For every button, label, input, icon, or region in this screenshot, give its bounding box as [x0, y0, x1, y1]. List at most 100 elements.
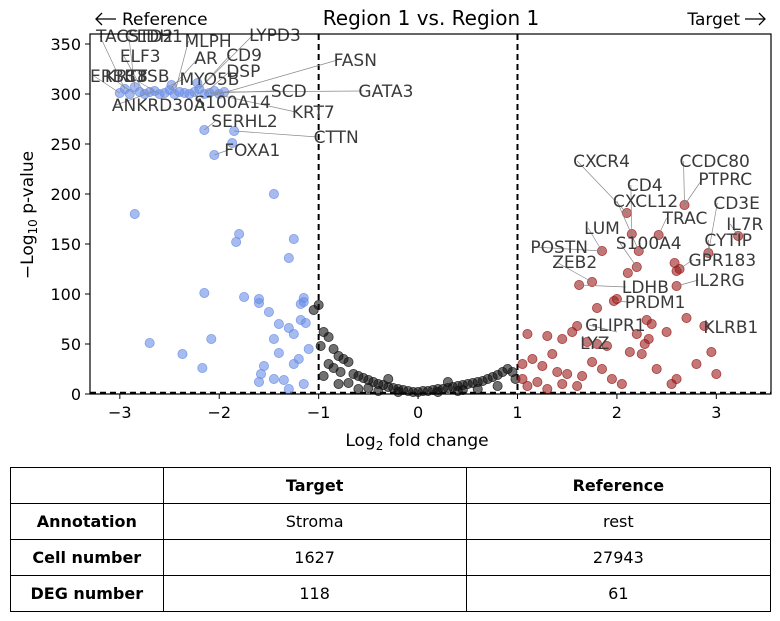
data-point	[691, 358, 702, 369]
data-point	[532, 376, 543, 387]
data-point	[263, 306, 274, 317]
data-point	[567, 326, 578, 337]
table-row: Cell number 1627 27943	[10, 539, 772, 576]
x-tick-label: 2	[612, 403, 622, 422]
gene-label: KRT7	[292, 103, 335, 123]
gene-label-leader	[194, 91, 199, 103]
gene-label-leader	[214, 149, 229, 156]
gene-label: PTPRC	[698, 170, 752, 190]
gene-label: CXCL12	[613, 192, 678, 212]
data-point	[457, 384, 468, 395]
gene-label-leader	[174, 40, 189, 95]
data-point	[333, 378, 344, 389]
summary-table: Target Reference Annotation Stroma rest …	[10, 467, 772, 612]
data-point	[278, 374, 289, 385]
gene-label: CCDC80	[680, 152, 750, 172]
data-point	[572, 380, 583, 391]
gene-label: CTTN	[314, 128, 359, 148]
gene-label: DSP	[226, 62, 260, 82]
data-point	[318, 370, 329, 381]
gene-label: GLIPR1	[585, 316, 646, 336]
table-row-label: Cell number	[10, 539, 164, 576]
gene-label-leader	[630, 184, 633, 235]
gene-label-leader	[171, 78, 184, 86]
gene-label: GPR183	[688, 251, 756, 271]
data-point	[472, 383, 483, 394]
data-point	[596, 363, 607, 374]
gene-label: FOXA1	[224, 141, 280, 161]
data-point	[537, 360, 548, 371]
gene-label-leader	[619, 242, 638, 268]
table-cell: 118	[162, 575, 467, 612]
data-point	[273, 347, 284, 358]
data-point	[283, 252, 294, 263]
gene-label-leader	[683, 160, 685, 206]
data-point	[192, 78, 203, 89]
gene-label: AR	[194, 49, 218, 69]
table-row-label: DEG number	[10, 575, 164, 612]
data-point	[601, 340, 612, 351]
data-point	[298, 378, 309, 389]
data-point	[517, 373, 528, 384]
gene-label-leader	[204, 70, 231, 95]
x-tick-label: 3	[711, 403, 721, 422]
plot-frame	[89, 33, 772, 395]
data-point	[315, 340, 326, 351]
data-point	[671, 265, 682, 276]
gene-label-leader	[224, 90, 363, 93]
gene-label: LYZ	[580, 334, 609, 354]
gene-label: CD9	[226, 46, 262, 66]
table-cell: Stroma	[162, 503, 467, 540]
gene-label: CLDH1	[125, 27, 183, 47]
data-point	[706, 346, 717, 357]
data-point	[661, 326, 672, 337]
gene-label: MYO5B	[179, 70, 239, 90]
table-cell: 61	[465, 575, 772, 612]
gene-label: CD4	[627, 176, 663, 196]
gene-label-leader	[679, 259, 693, 270]
gene-label-leader	[676, 279, 699, 287]
data-point	[542, 383, 553, 394]
data-point	[547, 348, 558, 359]
reference-direction-indicator: Reference	[95, 10, 208, 30]
data-point	[711, 368, 722, 379]
data-point	[562, 368, 573, 379]
data-point	[557, 378, 568, 389]
data-point	[651, 363, 662, 374]
chart-title: Region 1 vs. Region 1	[323, 6, 539, 30]
gene-label-leader	[708, 202, 718, 254]
data-point	[552, 366, 563, 377]
gene-label: LYPD3	[249, 26, 301, 46]
table-header-corner	[10, 467, 164, 504]
gene-label: KLRB1	[703, 318, 758, 338]
gene-label: LUM	[584, 219, 620, 239]
data-point	[353, 383, 364, 394]
table-header-target: Target	[162, 467, 467, 504]
y-tick-label: 200	[50, 185, 81, 204]
target-direction-label: Target	[686, 10, 740, 30]
data-point	[300, 317, 311, 328]
gene-label-leader	[589, 324, 617, 333]
data-point	[527, 353, 538, 364]
data-point	[328, 343, 339, 354]
gene-label-leader	[199, 34, 254, 90]
gene-label-leader	[658, 217, 667, 236]
gene-label: SCD	[271, 82, 307, 102]
gene-label: GATA3	[358, 82, 413, 102]
gene-label: ANKRD30A	[112, 96, 206, 116]
gene-label: SERHL2	[211, 112, 277, 132]
gene-label: CD3E	[713, 194, 760, 214]
data-point	[288, 328, 299, 339]
data-point	[611, 293, 622, 304]
gene-label-leader	[219, 59, 338, 95]
data-point	[557, 333, 568, 344]
gene-label-leader	[556, 261, 593, 283]
table-cell: 27943	[465, 539, 772, 576]
gene-label: ZEB2	[552, 253, 597, 273]
data-point	[343, 356, 354, 367]
data-point	[206, 333, 217, 344]
data-point	[268, 188, 279, 199]
gene-label: PRDM1	[625, 293, 686, 313]
volcano-plot: Region 1 vs. Region 1 Reference Target T…	[18, 6, 772, 453]
